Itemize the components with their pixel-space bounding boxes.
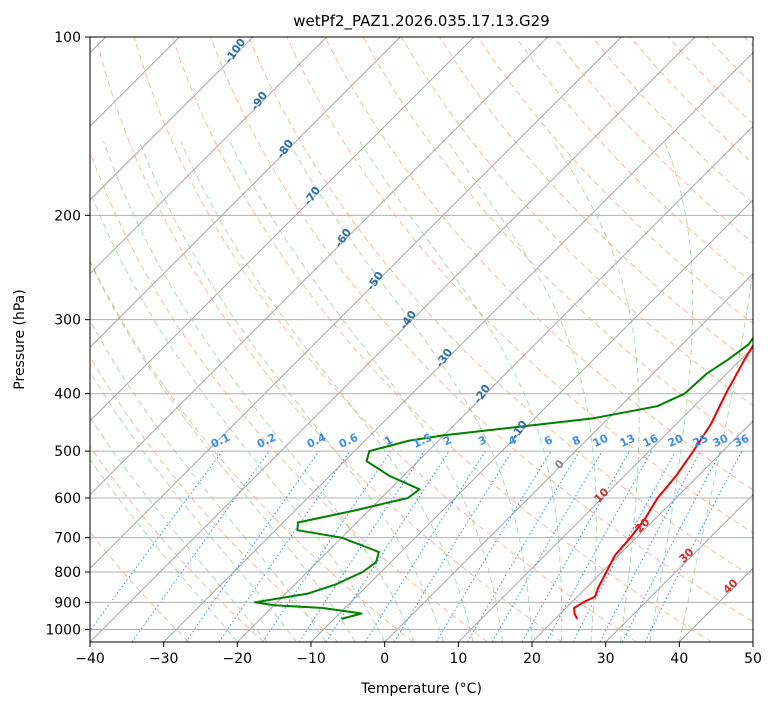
dewpoint-profile — [253, 336, 753, 620]
dry-adiabat — [324, 37, 753, 491]
isotherm — [310, 199, 753, 642]
isotherm — [457, 346, 753, 642]
y-tick-label: 300 — [54, 313, 81, 329]
plot-frame — [89, 36, 754, 643]
mixing-ratio-line — [393, 450, 513, 642]
mixing-ratio-label: 36 — [732, 432, 752, 450]
dry-adiabat — [515, 37, 753, 284]
dry-adiabat — [133, 37, 638, 642]
x-tick-label: −10 — [296, 651, 326, 667]
mixing-ratio-line — [218, 450, 351, 642]
dry-adiabat — [90, 259, 414, 642]
isotherm — [163, 51, 753, 642]
y-tick-label: 600 — [54, 491, 81, 507]
dry-adiabat — [90, 356, 339, 642]
mixing-ratio-line — [90, 450, 223, 632]
mixing-ratio-label: 13 — [618, 432, 637, 450]
dry-adiabat — [286, 37, 753, 534]
x-axis: −40 −30 −20 −10 0 10 20 30 40 50 — [75, 642, 762, 667]
mixing-ratio-line — [325, 450, 450, 642]
mixing-ratio-label: 10 — [591, 432, 611, 450]
chart-title: wetPf2_PAZ1.2026.035.17.13.G29 — [293, 12, 549, 31]
x-tick-label: 30 — [597, 651, 615, 667]
mixing-ratio-label: 25 — [691, 432, 710, 450]
isotherm — [90, 37, 622, 570]
mixing-ratio-line — [572, 450, 677, 642]
y-tick-label: 200 — [54, 208, 81, 224]
y-axis-label: Pressure (hPa) — [12, 289, 28, 389]
mixing-ratio-line — [298, 450, 425, 642]
y-tick-label: 700 — [54, 531, 81, 547]
isotherm — [605, 493, 753, 642]
mixing-ratio-line — [262, 450, 392, 642]
x-tick-label: 50 — [744, 651, 762, 667]
y-tick-label: 1000 — [45, 622, 81, 638]
y-tick-label: 100 — [54, 30, 81, 46]
y-tick-label: 500 — [54, 444, 81, 460]
mixing-ratio-line — [521, 450, 630, 642]
x-axis-label: Temperature (°C) — [360, 681, 482, 697]
mixing-ratio-label: 20 — [666, 432, 686, 450]
mixing-ratio-line — [131, 450, 270, 642]
isotherm — [384, 272, 753, 642]
dry-adiabat — [210, 37, 753, 623]
x-tick-label: 0 — [380, 651, 389, 667]
x-tick-label: −20 — [223, 651, 253, 667]
x-tick-label: 10 — [449, 651, 467, 667]
isotherm — [90, 37, 475, 422]
y-tick-label: 400 — [54, 387, 81, 403]
mixing-ratio-label: 30 — [711, 432, 731, 450]
mixing-ratio-line — [185, 450, 320, 642]
isotherm — [90, 37, 328, 275]
y-tick-label: 900 — [54, 595, 81, 611]
isotherm — [90, 37, 696, 642]
dry-adiabat — [95, 37, 563, 642]
y-axis: 100 200 300 400 500 600 700 800 900 1000 — [45, 30, 90, 638]
isotherm — [90, 37, 401, 349]
x-tick-label: 40 — [670, 651, 688, 667]
dry-adiabat — [90, 445, 264, 642]
mixing-ratio-line — [545, 450, 653, 642]
dry-adiabat — [171, 37, 712, 642]
dry-adiabat — [248, 37, 753, 578]
isotherm — [531, 420, 753, 642]
isotherm — [236, 125, 753, 642]
y-tick-label: 800 — [54, 565, 81, 581]
isotherm — [90, 37, 254, 201]
x-tick-label: 20 — [523, 651, 541, 667]
mixing-ratio-line — [644, 450, 743, 642]
temperature-profile — [573, 343, 753, 620]
x-tick-label: −30 — [149, 651, 179, 667]
sounding-profiles — [253, 336, 753, 620]
pressure-gridlines — [90, 37, 753, 630]
x-tick-label: −40 — [75, 651, 105, 667]
isotherm — [90, 37, 549, 496]
mixing-ratio-label: 16 — [641, 432, 661, 450]
